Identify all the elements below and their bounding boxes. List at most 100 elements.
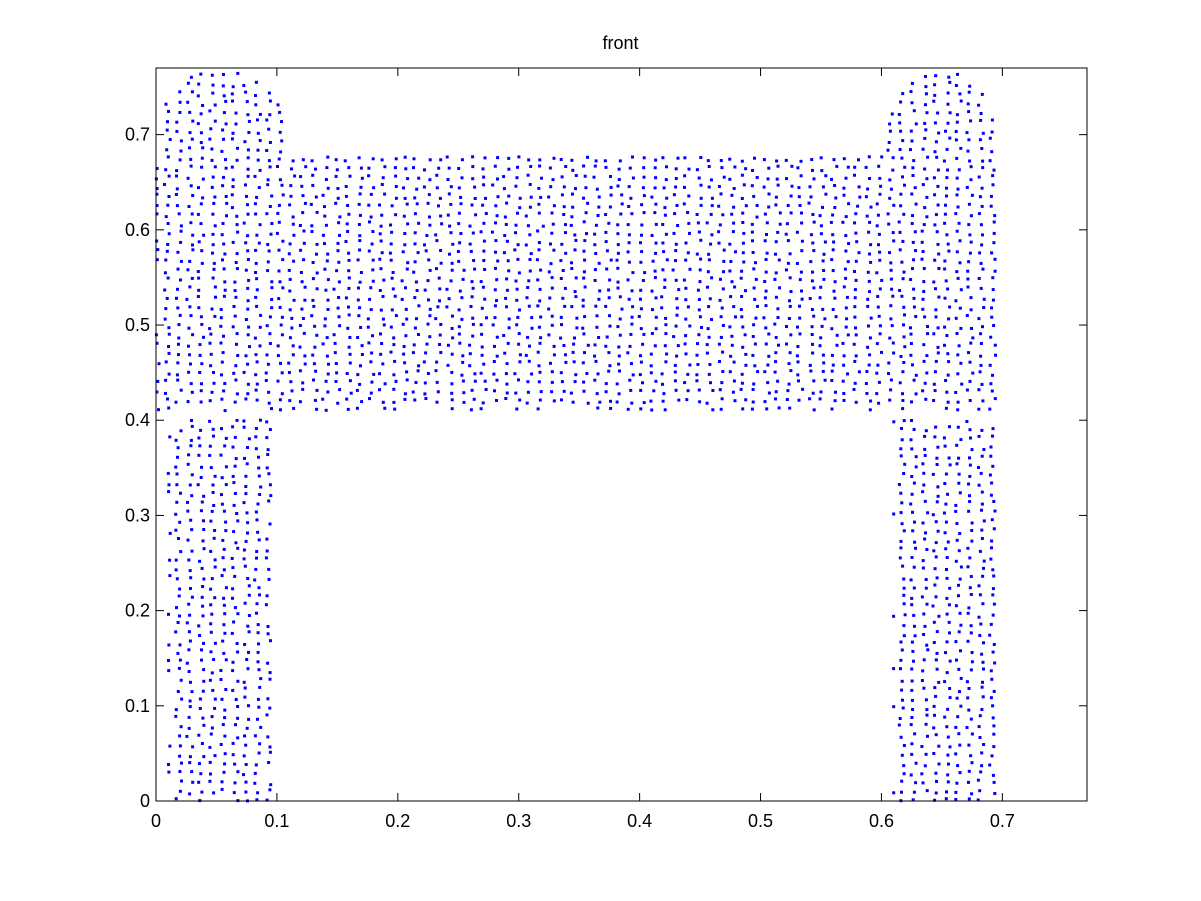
data-point	[661, 382, 664, 386]
data-point	[912, 258, 915, 262]
data-point	[458, 289, 462, 293]
data-point	[921, 462, 925, 466]
data-point	[570, 215, 574, 219]
data-point	[933, 583, 937, 587]
data-point	[288, 203, 292, 207]
data-point	[256, 697, 260, 701]
data-point	[338, 388, 342, 392]
data-point	[177, 353, 180, 357]
data-point	[266, 697, 270, 701]
data-point	[706, 327, 710, 331]
data-point	[569, 223, 573, 227]
data-point	[910, 752, 914, 756]
data-point	[551, 222, 555, 226]
data-point	[912, 790, 916, 794]
data-point	[438, 333, 442, 337]
data-point	[965, 131, 969, 135]
data-point	[266, 661, 270, 665]
data-point	[236, 546, 240, 550]
data-point	[338, 324, 342, 328]
data-point	[259, 677, 263, 681]
data-point	[671, 268, 675, 272]
data-point	[800, 211, 803, 215]
data-point	[550, 370, 554, 374]
data-point	[243, 140, 247, 144]
data-point	[943, 715, 947, 719]
data-point	[604, 165, 608, 169]
data-point	[751, 388, 755, 391]
data-point	[345, 397, 349, 401]
data-point	[979, 354, 983, 358]
data-point	[538, 398, 542, 402]
data-point	[199, 400, 203, 404]
data-point	[991, 427, 995, 431]
data-point	[665, 352, 669, 356]
data-point	[236, 650, 240, 654]
data-point	[968, 360, 972, 364]
data-point	[990, 150, 994, 154]
data-point	[967, 482, 970, 486]
data-point	[989, 454, 993, 458]
data-point	[190, 528, 194, 532]
data-point	[281, 239, 285, 243]
data-point	[990, 118, 994, 122]
data-point	[177, 594, 181, 598]
data-point	[674, 242, 678, 246]
data-point	[230, 165, 234, 169]
data-point	[516, 257, 520, 261]
data-point	[786, 389, 790, 393]
data-point	[954, 212, 958, 216]
data-point	[925, 195, 929, 199]
data-point	[167, 195, 171, 198]
data-point	[269, 232, 273, 236]
data-point	[221, 639, 225, 643]
data-point	[230, 92, 234, 96]
data-point	[946, 780, 950, 784]
data-point	[989, 382, 993, 386]
data-point	[796, 325, 799, 329]
data-point	[200, 156, 204, 160]
data-point	[246, 203, 249, 207]
data-point	[934, 541, 938, 545]
data-point	[604, 213, 608, 216]
data-point	[981, 602, 985, 606]
data-point	[630, 315, 634, 319]
data-point	[926, 325, 929, 328]
data-point	[234, 122, 238, 126]
data-point	[756, 370, 760, 374]
data-point	[246, 531, 249, 535]
data-point	[934, 74, 938, 78]
data-point	[910, 603, 914, 607]
data-point	[200, 742, 204, 745]
data-point	[280, 333, 284, 337]
data-point	[931, 604, 935, 608]
data-point	[258, 168, 262, 172]
data-point	[955, 193, 959, 197]
data-point	[948, 659, 952, 663]
data-point	[358, 239, 362, 243]
data-point	[236, 612, 240, 616]
data-point	[400, 279, 404, 283]
data-point	[594, 252, 598, 255]
data-point	[493, 316, 497, 320]
data-point	[677, 288, 681, 292]
y-tick-label: 0	[140, 791, 150, 811]
data-point	[164, 102, 168, 106]
data-point	[982, 559, 986, 563]
data-point	[220, 373, 223, 377]
data-point	[912, 287, 916, 291]
data-point	[575, 326, 579, 330]
data-point	[956, 353, 960, 357]
data-point	[979, 622, 983, 626]
data-point	[957, 667, 961, 671]
data-point	[178, 587, 182, 591]
data-point	[710, 204, 714, 208]
data-point	[462, 268, 466, 272]
data-point	[993, 269, 997, 273]
data-point	[732, 379, 736, 383]
data-point	[197, 276, 201, 280]
data-point	[552, 204, 556, 208]
data-point	[538, 299, 542, 303]
data-point	[233, 464, 237, 468]
data-point	[990, 539, 994, 543]
